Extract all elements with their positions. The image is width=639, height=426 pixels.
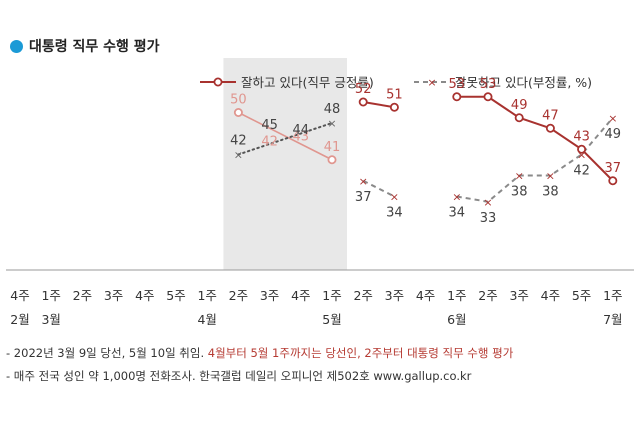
approve-data-label-3: 41: [324, 140, 341, 155]
disapprove-point-5: ×: [390, 191, 399, 204]
disapprove-line-segment-1: [362, 179, 395, 198]
disapprove-data-label-4: 37: [355, 190, 372, 205]
legend-disapprove-marker: ×: [427, 76, 436, 89]
disapprove-data-label-9: 38: [542, 185, 559, 200]
month-label-3: 5월: [322, 312, 341, 327]
week-tick-label-17: 4주: [541, 288, 560, 303]
approve-point-11: [608, 176, 618, 186]
approve-point-10: [577, 144, 587, 154]
chart-title-group: 대통령 직무 수행 평가: [10, 36, 160, 56]
month-label-0: 2월: [10, 312, 29, 327]
week-tick-label-2: 2주: [73, 288, 92, 303]
disapprove-point-6: ×: [452, 191, 461, 204]
disapprove-point-8: ×: [515, 170, 524, 183]
week-tick-label-8: 3주: [260, 288, 279, 303]
approve-data-label-10: 43: [573, 129, 590, 144]
approve-data-label-2: 43: [293, 129, 310, 144]
legend-approve-label: 잘하고 있다(직무 긍정률): [241, 75, 374, 90]
week-tick-label-12: 3주: [385, 288, 404, 303]
week-tick-label-11: 2주: [353, 288, 372, 303]
week-tick-label-18: 5주: [572, 288, 591, 303]
disapprove-data-label-10: 42: [573, 164, 590, 179]
week-tick-label-5: 5주: [166, 288, 185, 303]
disapprove-point-10: ×: [577, 149, 586, 162]
disapprove-point-9: ×: [546, 170, 555, 183]
legend-approve-marker: [213, 77, 223, 87]
legend-disapprove-label: 잘못하고 있다(부정률, %): [455, 75, 592, 90]
footnote-1: - 2022년 3월 9일 당선, 5월 10일 취임. 4월부터 5월 1주까…: [6, 345, 513, 361]
disapprove-point-11: ×: [608, 112, 617, 125]
week-tick-label-1: 1주: [41, 288, 60, 303]
disapprove-point-0: ×: [234, 149, 243, 162]
approve-point-8: [514, 113, 524, 123]
footnote-2-text: - 매주 전국 성인 약 1,000명 전화조사. 한국갤럽 데일리 오피니언 …: [6, 369, 472, 383]
approve-point-9: [545, 123, 555, 133]
week-tick-label-10: 1주: [322, 288, 341, 303]
disapprove-data-label-2: 44: [293, 123, 310, 138]
approve-point-5: [389, 102, 399, 112]
week-tick-label-3: 3주: [104, 288, 123, 303]
approve-data-label-6: 53: [449, 77, 466, 92]
week-tick-label-6: 1주: [197, 288, 216, 303]
disapprove-data-label-7: 33: [480, 211, 497, 226]
approve-data-label-4: 52: [355, 82, 372, 97]
president-elect-shading: [223, 58, 347, 270]
bullet-dot-icon: [10, 39, 23, 53]
approve-data-label-5: 51: [386, 87, 403, 102]
approve-data-label-9: 47: [542, 108, 559, 123]
week-tick-label-13: 4주: [416, 288, 435, 303]
month-label-1: 3월: [41, 312, 60, 327]
week-tick-label-14: 1주: [447, 288, 466, 303]
week-tick-label-0: 4주: [10, 288, 29, 303]
footnote-1-text: - 2022년 3월 9일 당선, 5월 10일 취임.: [6, 346, 208, 360]
week-tick-label-9: 4주: [291, 288, 310, 303]
approve-point-7: [483, 92, 493, 102]
approve-data-label-8: 49: [511, 98, 528, 113]
approve-point-4: [358, 97, 368, 107]
month-label-4: 6월: [447, 312, 466, 327]
chart-title: 대통령 직무 수행 평가: [29, 39, 160, 55]
week-tick-label-7: 2주: [229, 288, 248, 303]
disapprove-point-3: ×: [327, 117, 336, 130]
approve-data-label-0: 50: [230, 93, 247, 108]
week-tick-label-19: 1주: [603, 288, 622, 303]
disapprove-data-label-3: 48: [324, 102, 341, 117]
disapprove-point-7: ×: [483, 196, 492, 209]
disapprove-data-label-1: 45: [261, 118, 278, 133]
footnote-2: - 매주 전국 성인 약 1,000명 전화조사. 한국갤럽 데일리 오피니언 …: [6, 368, 471, 384]
approve-data-label-11: 37: [605, 161, 622, 176]
week-tick-label-15: 2주: [478, 288, 497, 303]
disapprove-point-4: ×: [359, 175, 368, 188]
approve-line-segment-1: [363, 101, 395, 109]
disapprove-data-label-11: 49: [605, 127, 622, 142]
elect-disapprove-trend-line: [237, 122, 333, 156]
footnote-1-highlight: 4월부터 5월 1주까지는 당선인, 2주부터 대통령 직무 수행 평가: [207, 346, 514, 360]
week-tick-label-4: 4주: [135, 288, 154, 303]
month-label-5: 7월: [603, 312, 622, 327]
approve-line-segment-2: [456, 95, 614, 182]
week-tick-label-16: 3주: [509, 288, 528, 303]
elect-approve-trend-line: [238, 111, 333, 161]
approve-point-6: [452, 92, 462, 102]
disapprove-data-label-5: 34: [386, 206, 403, 221]
disapprove-data-label-6: 34: [449, 206, 466, 221]
approve-point-0: [233, 108, 243, 118]
month-label-2: 4월: [197, 312, 216, 327]
disapprove-data-label-8: 38: [511, 185, 528, 200]
approve-point-3: [327, 155, 337, 165]
disapprove-data-label-0: 42: [230, 134, 247, 149]
approve-data-label-1: 42: [261, 135, 278, 150]
approve-data-label-7: 53: [480, 77, 497, 92]
